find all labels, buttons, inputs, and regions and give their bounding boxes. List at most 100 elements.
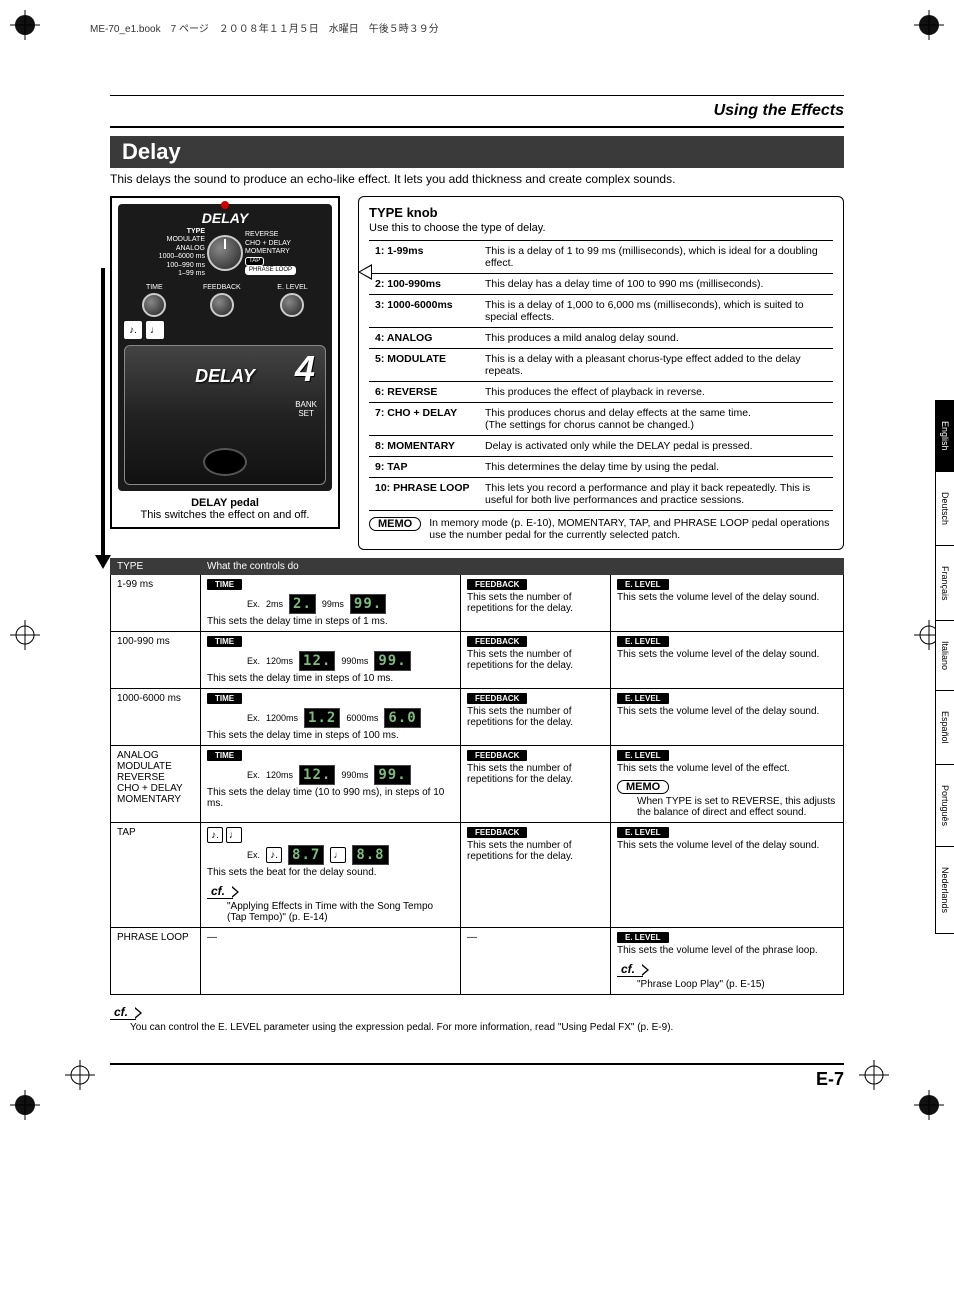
feedback-pill: FEEDBACK [467, 750, 527, 761]
controls-row-elevel: E. LEVELThis sets the volume level of th… [611, 689, 844, 746]
type-row-value: This produces chorus and delay effects a… [479, 403, 833, 436]
feedback-knob-label: FEEDBACK [203, 284, 241, 291]
lang-tab-italiano[interactable]: Italiano [935, 620, 954, 691]
language-tabs: English Deutsch Français Italiano Españo… [935, 400, 954, 933]
type-left-labels: TYPE MODULATE ANALOG 1000–6000 ms 100–99… [124, 228, 205, 278]
feedback-pill: FEEDBACK [467, 827, 527, 838]
lang-tab-english[interactable]: English [935, 400, 954, 472]
crop-mark-tl [10, 10, 40, 40]
cf-tag: cf. [617, 962, 643, 977]
lang-tab-portugues[interactable]: Português [935, 764, 954, 847]
controls-row-type: 100-990 ms [111, 632, 201, 689]
controls-row-feedback: FEEDBACKThis sets the number of repetiti… [461, 632, 611, 689]
type-row-key: 7: CHO + DELAY [369, 403, 479, 436]
controls-row-time: ♪. ♩Ex.♪.8.7 ♩8.8This sets the beat for … [201, 823, 461, 928]
controls-row-elevel: E. LEVELThis sets the volume level of th… [611, 632, 844, 689]
time-pill: TIME [207, 750, 242, 761]
elevel-pill: E. LEVEL [617, 693, 669, 704]
page-header: Using the Effects [110, 95, 844, 128]
controls-row-type: ANALOG MODULATE REVERSE CHO + DELAY MOME… [111, 746, 201, 823]
type-row-value: This delay has a delay time of 100 to 99… [479, 274, 833, 295]
controls-row-time: TIMEEx.120ms12. 990ms99.This sets the de… [201, 746, 461, 823]
type-row-key: 10: PHRASE LOOP [369, 478, 479, 511]
controls-row-time: — [201, 928, 461, 995]
type-row-value: This is a delay with a pleasant chorus-t… [479, 349, 833, 382]
type-row-key: 3: 1000-6000ms [369, 295, 479, 328]
quarter-note-icon: ♩ [226, 827, 242, 843]
device-title: DELAY [124, 210, 326, 226]
controls-row-type: TAP [111, 823, 201, 928]
crop-mark-bl [10, 1090, 40, 1120]
elevel-knob-icon [280, 293, 304, 317]
feedback-pill: FEEDBACK [467, 579, 527, 590]
controls-row-feedback: FEEDBACKThis sets the number of repetiti… [461, 746, 611, 823]
type-row-value: This is a delay of 1 to 99 ms (milliseco… [479, 241, 833, 274]
led-icon [221, 201, 229, 209]
time-pill: TIME [207, 636, 242, 647]
type-row-key: 5: MODULATE [369, 349, 479, 382]
lang-tab-deutsch[interactable]: Deutsch [935, 471, 954, 546]
pedal-callout-title: DELAY pedal [118, 497, 332, 509]
cf-tag: cf. [207, 884, 233, 899]
controls-row-elevel: E. LEVELThis sets the volume level of th… [611, 746, 844, 823]
time-pill: TIME [207, 579, 242, 590]
bank-set-label: BANK SET [295, 401, 317, 419]
type-row-key: 6: REVERSE [369, 382, 479, 403]
crop-mark-bml [65, 1060, 95, 1090]
elevel-pill: E. LEVEL [617, 750, 669, 761]
memo-badge: MEMO [369, 517, 421, 531]
memo-badge: MEMO [617, 780, 669, 794]
controls-row-type: PHRASE LOOP [111, 928, 201, 995]
controls-row-type: 1000-6000 ms [111, 689, 201, 746]
controls-row-elevel: E. LEVELThis sets the volume level of th… [611, 823, 844, 928]
controls-row-feedback: FEEDBACKThis sets the number of repetiti… [461, 689, 611, 746]
type-row-value: This is a delay of 1,000 to 6,000 ms (mi… [479, 295, 833, 328]
controls-row-type: 1-99 ms [111, 575, 201, 632]
lang-tab-francais[interactable]: Français [935, 545, 954, 622]
elevel-knob-label: E. LEVEL [277, 284, 307, 291]
type-row-key: 8: MOMENTARY [369, 436, 479, 457]
page-number: E-7 [110, 1063, 844, 1090]
pedal-callout-text: This switches the effect on and off. [118, 509, 332, 521]
crop-mark-br [914, 1090, 944, 1120]
controls-row-feedback: FEEDBACKThis sets the number of repetiti… [461, 823, 611, 928]
elevel-pill: E. LEVEL [617, 579, 669, 590]
source-file-meta: ME-70_e1.book 7 ページ ２００８年１１月５日 水曜日 午後５時３… [90, 20, 904, 35]
type-knob-table: 1: 1-99msThis is a delay of 1 to 99 ms (… [369, 240, 833, 511]
type-row-key: 4: ANALOG [369, 328, 479, 349]
type-knob-panel: TYPE knob Use this to choose the type of… [358, 196, 844, 550]
breadcrumb-title: Using the Effects [714, 102, 844, 120]
type-row-key: 2: 100-990ms [369, 274, 479, 295]
crop-mark-tr [914, 10, 944, 40]
type-row-value: Delay is activated only while the DELAY … [479, 436, 833, 457]
time-pill: TIME [207, 693, 242, 704]
elevel-pill: E. LEVEL [617, 932, 669, 943]
quarter-note-icon: ♩ [146, 321, 164, 339]
type-knob-heading: TYPE knob [369, 205, 833, 220]
section-title: Delay [110, 136, 844, 168]
cf-tag: cf. [110, 1005, 136, 1020]
footswitch-icon [203, 448, 247, 476]
crop-mark-bmr [859, 1060, 889, 1090]
type-row-value: This lets you record a performance and p… [479, 478, 833, 511]
device-diagram: DELAY TYPE MODULATE ANALOG 1000–6000 ms … [110, 196, 340, 529]
feedback-pill: FEEDBACK [467, 693, 527, 704]
crop-mark-ml [10, 620, 40, 650]
elevel-pill: E. LEVEL [617, 827, 669, 838]
controls-row-time: TIMEEx.120ms12. 990ms99.This sets the de… [201, 632, 461, 689]
footer-cf: cf. You can control the E. LEVEL paramet… [110, 1005, 844, 1033]
lang-tab-nederlands[interactable]: Nederlands [935, 846, 954, 934]
controls-row-elevel: E. LEVELThis sets the volume level of th… [611, 575, 844, 632]
type-row-key: 9: TAP [369, 457, 479, 478]
dotted-eighth-note-icon: ♪. [124, 321, 142, 339]
lang-tab-espanol[interactable]: Español [935, 690, 954, 765]
footer-cf-text: You can control the E. LEVEL parameter u… [130, 1022, 844, 1033]
feedback-knob-icon [210, 293, 234, 317]
controls-table: TYPE What the controls do 1-99 msTIMEEx.… [110, 558, 844, 995]
controls-th-type: TYPE [111, 559, 201, 575]
controls-th-what: What the controls do [201, 559, 844, 575]
delay-pedal-graphic: 4 DELAY BANK SET [124, 345, 326, 485]
dotted-eighth-note-icon: ♪. [207, 827, 223, 843]
controls-row-elevel: E. LEVELThis sets the volume level of th… [611, 928, 844, 995]
controls-row-feedback: — [461, 928, 611, 995]
